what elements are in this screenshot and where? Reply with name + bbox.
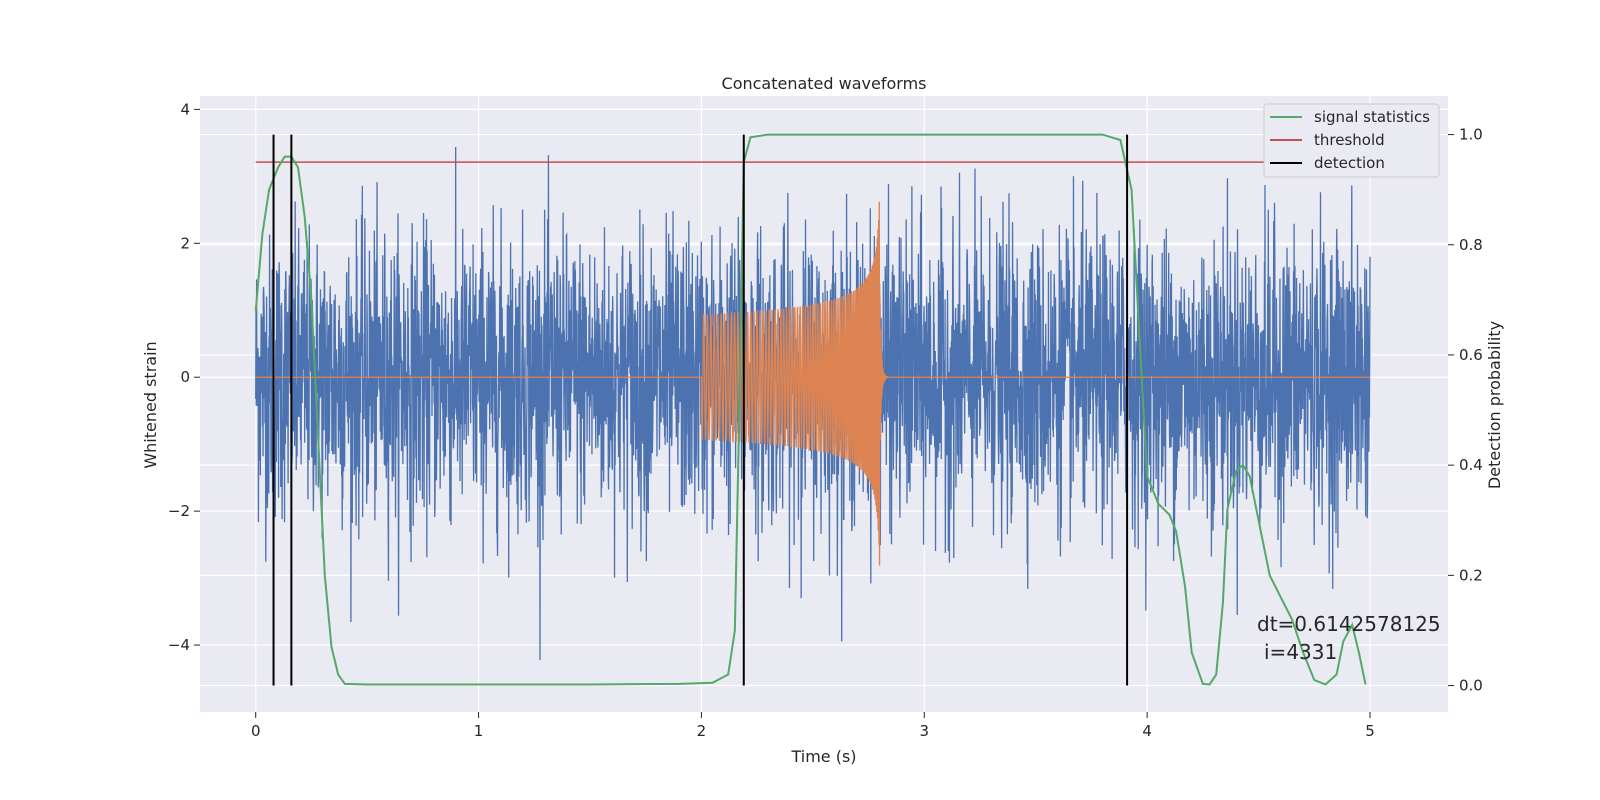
y2-tick-label: 1.0 — [1459, 126, 1483, 144]
y2-tick-label: 0.4 — [1459, 456, 1483, 474]
legend: signal statistics threshold detection — [1263, 103, 1440, 178]
annotation-dt: dt=0.6142578125 — [1257, 612, 1441, 636]
y-tick-label: 2 — [180, 234, 190, 252]
chart-title: Concatenated waveforms — [722, 74, 927, 93]
y2-tick-label: 0.0 — [1459, 677, 1483, 695]
y-tick-label: −4 — [168, 636, 190, 654]
signal-statistics-line — [254, 133, 1367, 686]
y-tick-label: −2 — [168, 502, 190, 520]
y-axis-label: Whitened strain — [141, 341, 160, 468]
x-tick-label: 2 — [697, 722, 707, 740]
x-tick-label: 3 — [920, 722, 930, 740]
axis-ticks: 0 1 2 3 4 5 −4 −2 0 2 4 0.0 0.2 0.4 0.6 0.8 1.0 — [168, 100, 1483, 740]
y2-tick-label: 0.8 — [1459, 236, 1483, 254]
y2-tick-label: 0.6 — [1459, 346, 1483, 364]
legend-label-threshold: threshold — [1314, 131, 1385, 149]
x-tick-label: 4 — [1142, 722, 1152, 740]
y2-axis-label: Detection probability — [1485, 321, 1504, 489]
y2-tick-label: 0.2 — [1459, 566, 1483, 584]
x-tick-label: 1 — [474, 722, 484, 740]
x-tick-label: 5 — [1365, 722, 1375, 740]
legend-box — [1263, 103, 1440, 178]
legend-label-detection: detection — [1314, 154, 1385, 172]
y-tick-label: 0 — [180, 368, 190, 386]
x-tick-label: 0 — [251, 722, 261, 740]
x-axis-label: Time (s) — [790, 747, 856, 766]
legend-label-statistics: signal statistics — [1314, 108, 1430, 126]
annotation-i: i=4331 — [1264, 640, 1337, 664]
y-tick-label: 4 — [180, 100, 190, 118]
detection-lines — [272, 134, 1129, 686]
chirp-series-line — [255, 201, 1370, 566]
